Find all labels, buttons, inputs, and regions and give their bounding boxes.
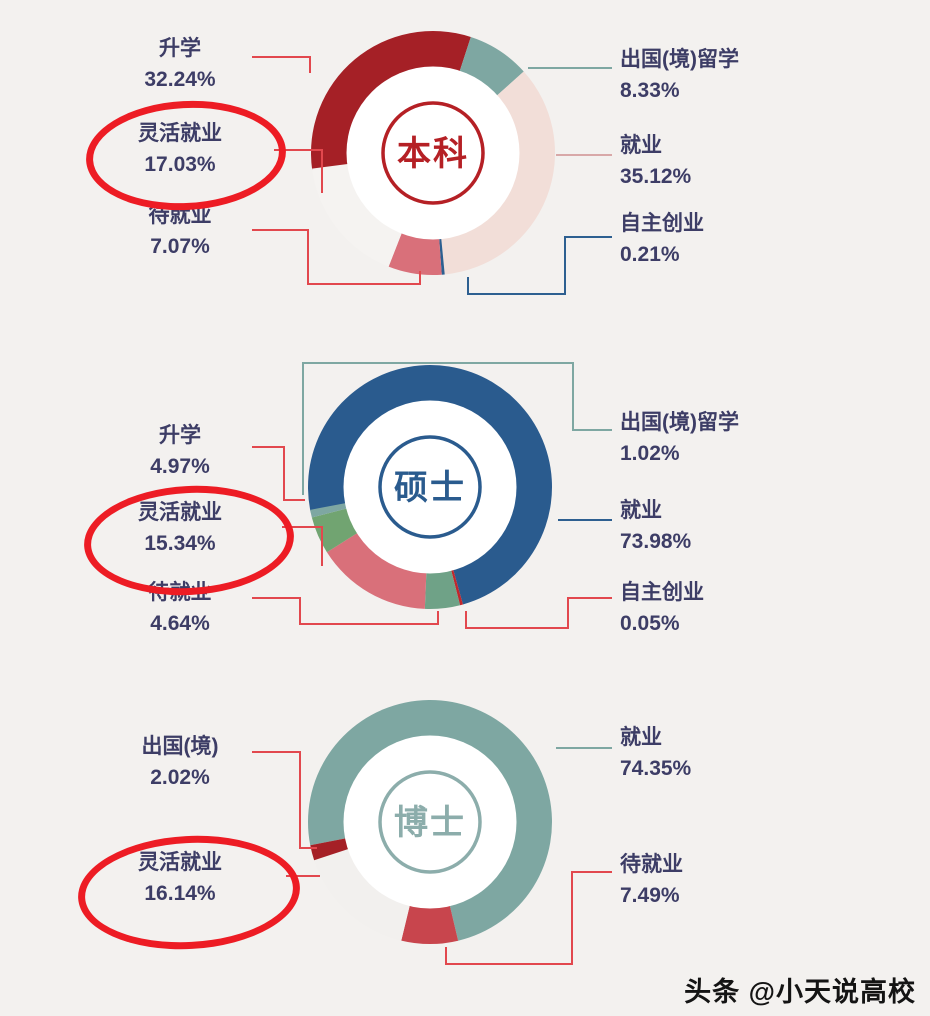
segment-percentage: 15.34% bbox=[144, 532, 216, 555]
donut-segment-0-3 bbox=[439, 238, 445, 275]
donut-segment-0-0 bbox=[311, 30, 471, 170]
label-bachelor-shengxue: 升学 32.24% bbox=[100, 33, 260, 95]
segment-percentage: 7.07% bbox=[150, 235, 210, 258]
highlight-ellipse-bachelor-flexible bbox=[83, 95, 289, 216]
segment-label: 灵活就业 bbox=[138, 122, 222, 145]
segment-percentage: 73.98% bbox=[620, 530, 692, 553]
segment-label: 自主创业 bbox=[620, 581, 704, 604]
segment-percentage: 7.49% bbox=[620, 884, 680, 907]
segment-label: 待就业 bbox=[148, 581, 212, 604]
label-master-employ: 就业 73.98% bbox=[620, 495, 830, 557]
watermark: 头条 @小天说高校 bbox=[684, 977, 916, 1007]
label-master-abroad: 出国(境)留学 1.02% bbox=[620, 407, 830, 469]
label-master-shengxue: 升学 4.97% bbox=[100, 420, 260, 482]
label-doctor-flexible: 灵活就业 16.14% bbox=[100, 847, 260, 909]
donut-segment-2-1 bbox=[401, 905, 459, 945]
donut-chart-doctor: 博士 bbox=[307, 700, 552, 945]
segment-percentage: 1.02% bbox=[620, 442, 680, 465]
donut-chart-bachelor: 本科 bbox=[311, 30, 556, 276]
donut-segment-1-5 bbox=[310, 503, 347, 518]
segment-label: 灵活就业 bbox=[138, 851, 222, 874]
center-label: 硕士 bbox=[394, 469, 466, 507]
segment-label: 升学 bbox=[159, 424, 201, 447]
donut-segment-2-2 bbox=[314, 848, 410, 941]
donut-segment-2-3 bbox=[310, 838, 349, 861]
label-bachelor-flexible: 灵活就业 17.03% bbox=[100, 118, 260, 180]
segment-label: 出国(境)留学 bbox=[620, 411, 739, 434]
center-circle bbox=[378, 770, 482, 874]
segment-label: 自主创业 bbox=[620, 212, 704, 235]
segment-label: 出国(境) bbox=[141, 735, 219, 758]
segment-label: 就业 bbox=[620, 134, 662, 157]
center-label: 博士 bbox=[394, 804, 466, 842]
center-label: 本科 bbox=[397, 135, 469, 173]
segment-percentage: 2.02% bbox=[150, 766, 210, 789]
connector-bachelor-shengxue bbox=[252, 56, 311, 73]
donut-segment-0-1 bbox=[459, 37, 524, 96]
segment-percentage: 8.33% bbox=[620, 79, 680, 102]
donut-segment-0-2 bbox=[441, 71, 556, 275]
donut-segment-2-0 bbox=[307, 700, 552, 941]
label-bachelor-waiting: 待就业 7.07% bbox=[100, 200, 260, 262]
label-doctor-waiting: 待就业 7.49% bbox=[620, 849, 830, 911]
donut-chart-master: 硕士 bbox=[308, 364, 553, 609]
label-bachelor-employ: 就业 35.12% bbox=[620, 130, 830, 192]
segment-percentage: 17.03% bbox=[144, 153, 216, 176]
segment-percentage: 0.21% bbox=[620, 243, 680, 266]
label-doctor-abroad: 出国(境) 2.02% bbox=[100, 731, 260, 793]
segment-percentage: 4.64% bbox=[150, 612, 210, 635]
segment-label: 待就业 bbox=[620, 853, 683, 876]
segment-label: 出国(境)留学 bbox=[620, 48, 739, 71]
donut-segment-1-1 bbox=[451, 569, 463, 606]
segment-label: 就业 bbox=[620, 726, 662, 749]
donut-segment-1-3 bbox=[326, 533, 427, 609]
label-doctor-employ: 就业 74.35% bbox=[620, 722, 830, 784]
segment-label: 就业 bbox=[620, 499, 662, 522]
label-bachelor-abroad: 出国(境)留学 8.33% bbox=[620, 44, 830, 106]
segment-label: 灵活就业 bbox=[138, 501, 222, 524]
label-master-waiting: 待就业 4.64% bbox=[100, 577, 260, 639]
label-bachelor-startup: 自主创业 0.21% bbox=[620, 208, 830, 270]
segment-percentage: 35.12% bbox=[620, 165, 692, 188]
label-master-flexible: 灵活就业 15.34% bbox=[100, 497, 260, 559]
segment-percentage: 0.05% bbox=[620, 612, 680, 635]
label-master-startup: 自主创业 0.05% bbox=[620, 577, 830, 639]
center-circle bbox=[381, 101, 485, 205]
segment-percentage: 16.14% bbox=[144, 882, 216, 905]
segment-percentage: 74.35% bbox=[620, 757, 692, 780]
segment-label: 待就业 bbox=[148, 204, 212, 227]
segment-percentage: 4.97% bbox=[150, 455, 210, 478]
segment-label: 升学 bbox=[159, 37, 201, 60]
donut-segment-1-4 bbox=[311, 508, 358, 553]
segment-percentage: 32.24% bbox=[144, 68, 216, 91]
